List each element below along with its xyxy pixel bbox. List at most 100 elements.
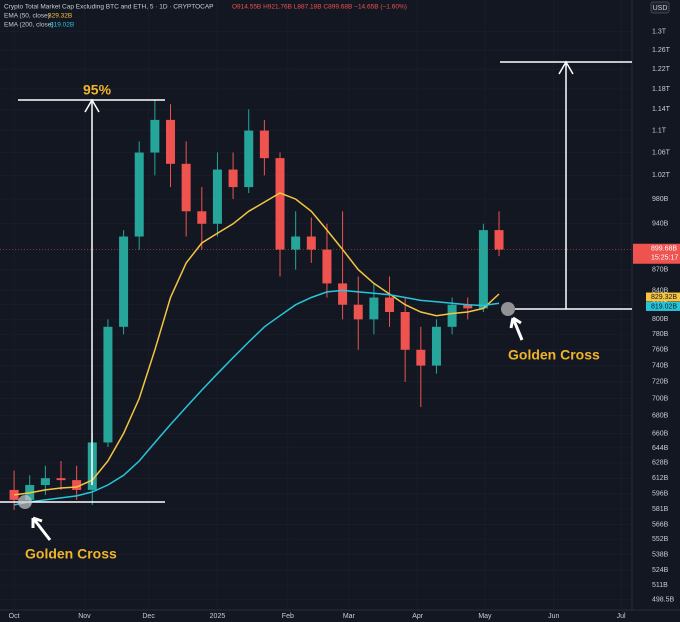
cross-marker	[18, 495, 32, 509]
arrow-head	[558, 60, 574, 75]
y-tick-label: 1.02T	[652, 172, 671, 179]
candle-body	[322, 249, 332, 284]
y-tick-label: 840B	[652, 287, 669, 294]
x-tick-label: Apr	[412, 613, 424, 620]
candle-body	[72, 480, 82, 490]
candle-body	[56, 478, 66, 481]
annotation: Golden Cross	[508, 347, 600, 363]
candle-body	[244, 130, 254, 188]
annotation-lines	[0, 60, 632, 503]
ohlc: O914.55B H921.76B L887.18B C899.68B −14.…	[232, 4, 407, 11]
price-label: 899.68B	[651, 246, 677, 253]
y-tick-label: 720B	[652, 379, 669, 386]
candle-body	[259, 130, 269, 159]
gain-label: 95%	[83, 82, 112, 98]
candle-body	[9, 489, 19, 500]
y-tick-label: 552B	[652, 536, 669, 543]
y-tick-label: 596B	[652, 491, 669, 498]
legend-entry: EMA (50, close)	[4, 13, 50, 20]
y-tick-label: 680B	[652, 413, 669, 420]
candle-body	[369, 297, 379, 320]
chart-title: Crypto Total Market Cap Excluding BTC an…	[4, 4, 214, 11]
x-tick-label: 2025	[210, 613, 226, 620]
y-tick-label: 760B	[652, 347, 669, 354]
x-tick-label: Mar	[343, 613, 356, 620]
y-tick-label: 700B	[652, 395, 669, 402]
y-tick-label: 980B	[652, 196, 669, 203]
candle-body	[416, 349, 426, 366]
y-tick-label: 1.3T	[652, 28, 667, 35]
x-tick-label: May	[478, 613, 492, 620]
y-tick-label: 612B	[652, 475, 669, 482]
y-tick-label: 1.06T	[652, 149, 671, 156]
candle-body	[275, 158, 285, 250]
y-tick-label: 566B	[652, 521, 669, 528]
candle-body	[431, 326, 441, 366]
candle-body	[40, 478, 50, 486]
candle-body	[150, 119, 160, 153]
candle-body	[181, 163, 191, 212]
y-tick-label: 524B	[652, 567, 669, 574]
candle-body	[212, 169, 222, 224]
y-tick-label: 940B	[652, 221, 669, 228]
countdown: 15:25:17	[651, 255, 678, 262]
candle-body	[228, 169, 238, 188]
currency-box[interactable]	[650, 1, 670, 14]
y-tick-label: 581B	[652, 506, 669, 513]
candle-body	[166, 119, 176, 164]
legend-value: 829.32B	[48, 13, 72, 20]
ema-tag	[646, 292, 680, 302]
candle-body	[119, 236, 129, 327]
y-tick-label: 538B	[652, 551, 669, 558]
x-tick-label: Nov	[78, 613, 91, 620]
y-tick-label: 498.5B	[652, 597, 675, 604]
ema-line	[13, 289, 500, 506]
candle-body	[134, 152, 144, 237]
currency[interactable]: USD	[653, 5, 668, 12]
candle-body	[400, 312, 410, 350]
legend-entry: EMA (200, close)	[4, 22, 54, 29]
candle-body	[385, 297, 395, 313]
candle-body	[103, 326, 113, 443]
y-tick-label: 870B	[652, 266, 669, 273]
y-tick-label: 1.22T	[652, 66, 671, 73]
candle-body	[338, 283, 348, 305]
price-tag	[633, 243, 680, 264]
y-tick-label: 780B	[652, 331, 669, 338]
candle-body	[463, 304, 473, 309]
candle-body	[494, 230, 504, 250]
y-tick-label: 628B	[652, 460, 669, 467]
x-tick-label: Dec	[142, 613, 155, 620]
y-tick-label: 740B	[652, 362, 669, 369]
ema-label: 819.02B	[651, 303, 677, 310]
legend-value: 819.02B	[50, 22, 74, 29]
ema-label: 829.32B	[651, 294, 677, 301]
x-tick-label: Jun	[548, 613, 559, 620]
candle-body	[478, 230, 488, 309]
annotation: Golden Cross	[25, 546, 117, 562]
candle-body	[197, 211, 207, 224]
candle-body	[353, 304, 363, 320]
ema-tag	[646, 301, 680, 311]
pointer-arrow	[509, 316, 524, 341]
y-tick-label: 800B	[652, 316, 669, 323]
x-tick-label: Jul	[617, 613, 626, 620]
y-tick-label: 1.18T	[652, 86, 671, 93]
candle-body	[291, 236, 301, 250]
y-tick-label: 1.26T	[652, 47, 671, 54]
x-tick-label: Feb	[282, 613, 294, 620]
x-tick-label: Oct	[9, 613, 20, 620]
y-tick-label: 511B	[652, 582, 668, 589]
ema-line	[14, 192, 500, 496]
y-tick-label: 1.1T	[652, 127, 667, 134]
candle-body	[447, 304, 457, 327]
cross-marker	[501, 302, 515, 316]
pointer-arrow	[31, 516, 52, 541]
y-tick-label: 660B	[652, 430, 669, 437]
y-tick-label: 1.14T	[652, 106, 671, 113]
candle-body	[306, 236, 316, 250]
arrow-head	[84, 98, 100, 113]
y-tick-label: 644B	[652, 445, 669, 452]
